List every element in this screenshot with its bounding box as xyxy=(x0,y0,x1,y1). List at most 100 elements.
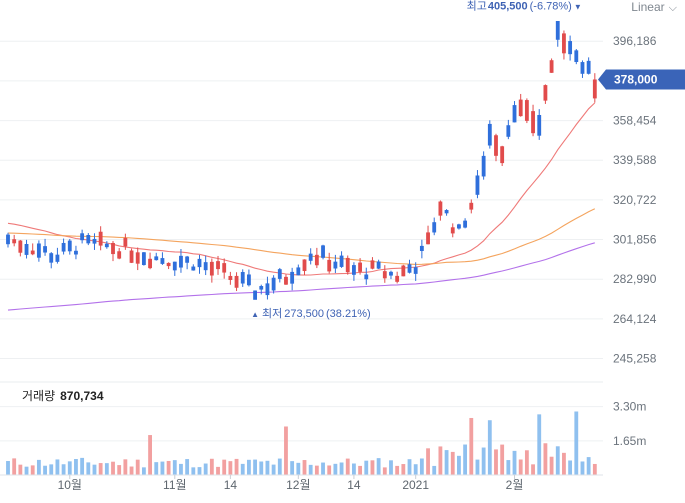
candle-body xyxy=(104,243,109,248)
candle xyxy=(284,274,288,285)
candle-body xyxy=(537,114,542,136)
low-annotation: ▲ 최저 273,500 (38.21%) xyxy=(251,307,371,320)
candle xyxy=(364,267,369,285)
candle-body xyxy=(450,227,455,234)
candle xyxy=(111,241,115,262)
candle-body xyxy=(506,125,511,137)
candle-body xyxy=(586,60,591,74)
volume-bar xyxy=(185,459,190,475)
volume-bar xyxy=(179,463,183,475)
candlesticks xyxy=(6,21,597,300)
candle xyxy=(506,119,511,140)
volume-axis: 3.30m 1.65m xyxy=(613,400,646,448)
candle xyxy=(562,30,566,60)
volume-bar xyxy=(469,417,474,475)
candle-body xyxy=(419,245,424,252)
price-tick-label: 339,588 xyxy=(613,153,657,167)
volume-bar xyxy=(457,455,461,475)
candle-body xyxy=(364,274,369,280)
candle-body xyxy=(129,250,134,263)
candle-body xyxy=(568,41,573,55)
candle xyxy=(389,270,393,280)
candle xyxy=(376,259,381,270)
volume-bar xyxy=(364,460,369,475)
candle-body xyxy=(86,234,91,244)
x-tick-label: 10월 xyxy=(58,478,82,492)
candle xyxy=(18,239,23,257)
candle xyxy=(481,151,486,180)
candle xyxy=(234,272,239,292)
candle-body xyxy=(6,234,10,245)
volume-bar xyxy=(308,464,313,475)
candle-body xyxy=(49,253,54,263)
candle xyxy=(203,255,208,276)
candle xyxy=(216,255,220,275)
candle-body xyxy=(407,264,412,273)
volume-bar xyxy=(370,460,375,475)
candle-body xyxy=(18,240,23,253)
candle-body xyxy=(259,286,264,290)
candle-body xyxy=(240,272,245,284)
candle xyxy=(253,290,257,300)
candle xyxy=(543,84,548,104)
candle xyxy=(191,264,196,271)
svg-text:378,000: 378,000 xyxy=(614,72,658,86)
candle-body xyxy=(401,265,406,277)
candle-body xyxy=(438,201,443,216)
candle xyxy=(531,104,535,137)
candle xyxy=(141,251,146,266)
volume-bar xyxy=(401,464,406,475)
candle xyxy=(296,264,301,276)
candle-body xyxy=(333,261,338,269)
candle xyxy=(308,248,313,265)
candle-body xyxy=(172,261,177,271)
candle xyxy=(154,252,159,261)
candle-body xyxy=(524,100,529,121)
candle-body xyxy=(321,245,325,258)
volume-bar xyxy=(500,444,505,475)
chevron-down-icon: ⌵ xyxy=(668,2,677,14)
candle xyxy=(321,244,325,260)
candle-body xyxy=(296,267,301,276)
candle-body xyxy=(135,252,140,264)
volume-bar xyxy=(450,451,455,475)
candle xyxy=(172,261,177,276)
candle-body xyxy=(370,260,375,269)
candle-body xyxy=(160,258,165,264)
candle xyxy=(277,267,282,283)
candle xyxy=(475,170,480,199)
candle-body xyxy=(555,21,560,40)
candle xyxy=(228,271,233,285)
candle xyxy=(209,258,214,283)
candle xyxy=(413,262,418,281)
candle-body xyxy=(55,254,60,262)
candle-body xyxy=(382,271,387,279)
candle-body xyxy=(345,257,350,273)
candle xyxy=(74,245,78,260)
volume-bar xyxy=(222,459,227,475)
candle-body xyxy=(389,271,393,276)
volume-bar xyxy=(413,464,418,475)
candle xyxy=(339,251,344,268)
candle xyxy=(555,21,560,47)
volume-bar xyxy=(197,467,202,475)
candle xyxy=(580,60,585,78)
candle xyxy=(457,223,461,230)
candle-body xyxy=(339,255,344,267)
candle xyxy=(395,271,400,284)
candle-body xyxy=(494,135,498,156)
candle xyxy=(524,98,529,124)
price-tick-label: 320,722 xyxy=(613,193,657,207)
candle-body xyxy=(74,250,78,255)
volume-grid xyxy=(0,406,603,442)
scale-dropdown[interactable]: Linear ⌵ xyxy=(631,0,677,15)
high-annotation: 최고405,500 (-6.78%) ▼ xyxy=(467,0,582,13)
volume-bar xyxy=(352,463,356,475)
candle xyxy=(265,276,270,300)
candle-body xyxy=(246,274,251,286)
candle-body xyxy=(67,240,72,252)
candle-body xyxy=(463,220,468,228)
candle xyxy=(537,109,542,140)
volume-bar xyxy=(49,464,54,475)
